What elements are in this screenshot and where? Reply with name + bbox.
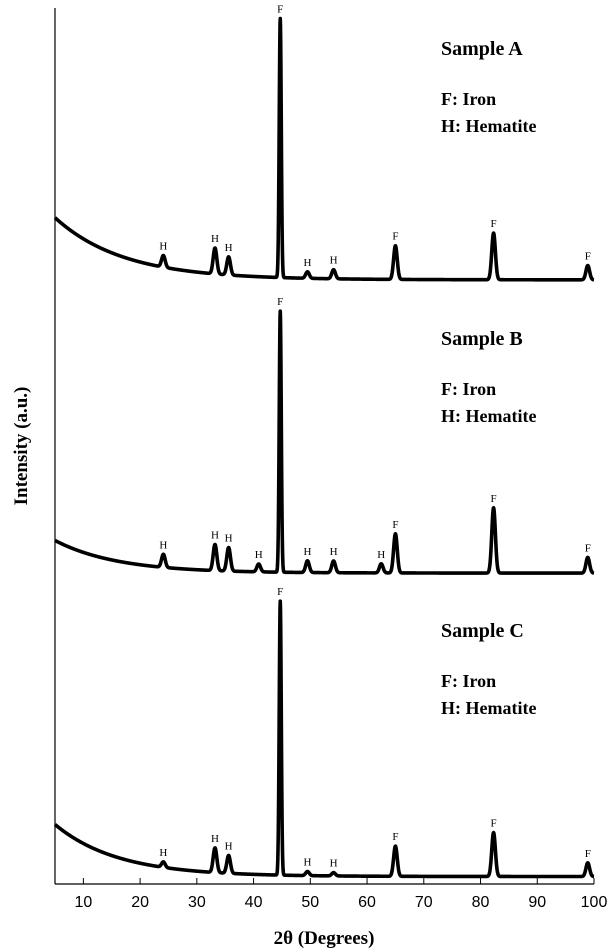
peak-label: H [304,257,312,269]
peak-label: H [225,242,233,254]
peak-label: H [211,233,219,245]
axes-layer [54,8,594,885]
legend-entry: F: Iron [441,671,496,691]
y-axis-title: Intensity (a.u.) [11,387,32,506]
x-ticks: 10 20 30 40 50 60 70 80 90 100 [74,878,607,911]
series-line [53,16,596,282]
x-tick-label: 30 [188,894,206,911]
series-line [53,309,596,575]
peak-label: H [225,533,233,545]
sample-title: Sample A [441,38,523,60]
x-tick-label: 10 [74,894,92,911]
peak-label: H [159,539,167,551]
peak-label: F [491,493,497,505]
peak-label: H [159,241,167,253]
peak-label: F [392,831,398,843]
peak-label: F [491,218,497,230]
series-line [53,599,596,879]
x-tick-label: 40 [245,894,263,911]
legend-entry: H: Hematite [441,116,536,136]
legend-entry: H: Hematite [441,406,536,426]
x-tick-label: 20 [131,894,149,911]
x-tick-label: 80 [472,894,490,911]
sample-title: Sample C [441,620,524,642]
x-tick-label: 50 [301,894,319,911]
peak-label: H [330,546,338,558]
peak-label: F [392,231,398,243]
peak-label: H [304,546,312,558]
peak-label: F [277,4,283,16]
x-tick-label: 70 [415,894,433,911]
peak-label: F [585,542,591,554]
peak-label: H [255,549,263,561]
peak-label: F [277,586,283,598]
peak-label: F [277,296,283,308]
peak-label: H [211,530,219,542]
peak-label: H [304,857,312,869]
peak-label: H [330,858,338,870]
peak-label: H [211,833,219,845]
peak-label: H [377,549,385,561]
peak-label: F [491,818,497,830]
x-axis-title: 2θ (Degrees) [274,928,375,949]
peak-label: H [330,255,338,267]
x-tick-label: 60 [358,894,376,911]
legend-entry: H: Hematite [441,698,536,718]
peak-label: F [585,251,591,263]
peak-label: F [585,848,591,860]
peak-label: F [392,519,398,531]
peak-label: H [159,847,167,859]
sample-title: Sample B [441,328,523,350]
peak-label: H [225,841,233,853]
legend-entry: F: Iron [441,379,496,399]
x-tick-label: 100 [581,894,608,911]
x-tick-label: 90 [528,894,546,911]
legend-entry: F: Iron [441,89,496,109]
